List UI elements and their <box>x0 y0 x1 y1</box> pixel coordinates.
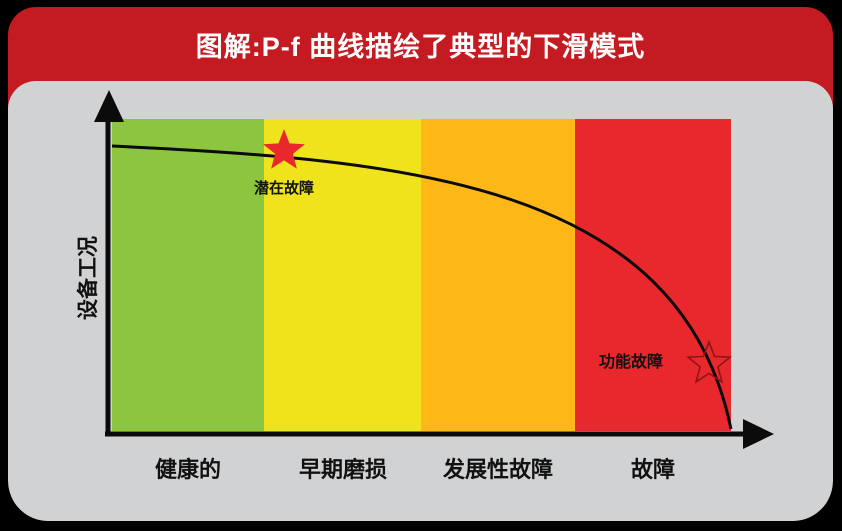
potential-failure-label: 潜在故障 <box>253 180 314 197</box>
zone-band-early-wear <box>264 119 421 431</box>
y-axis-label: 设备工况 <box>77 236 100 320</box>
zone-label-healthy: 健康的 <box>154 457 221 482</box>
zone-band-developing <box>421 119 575 431</box>
zone-band-healthy <box>112 119 264 431</box>
page-title: 图解:P-f 曲线描绘了典型的下滑模式 <box>195 31 646 62</box>
zone-label-failure: 故障 <box>630 457 675 482</box>
functional-failure-label: 功能故障 <box>598 354 663 371</box>
zone-label-early-wear: 早期磨损 <box>298 457 387 482</box>
zone-label-developing: 发展性故障 <box>442 457 553 482</box>
zone-band-failure <box>575 119 731 431</box>
